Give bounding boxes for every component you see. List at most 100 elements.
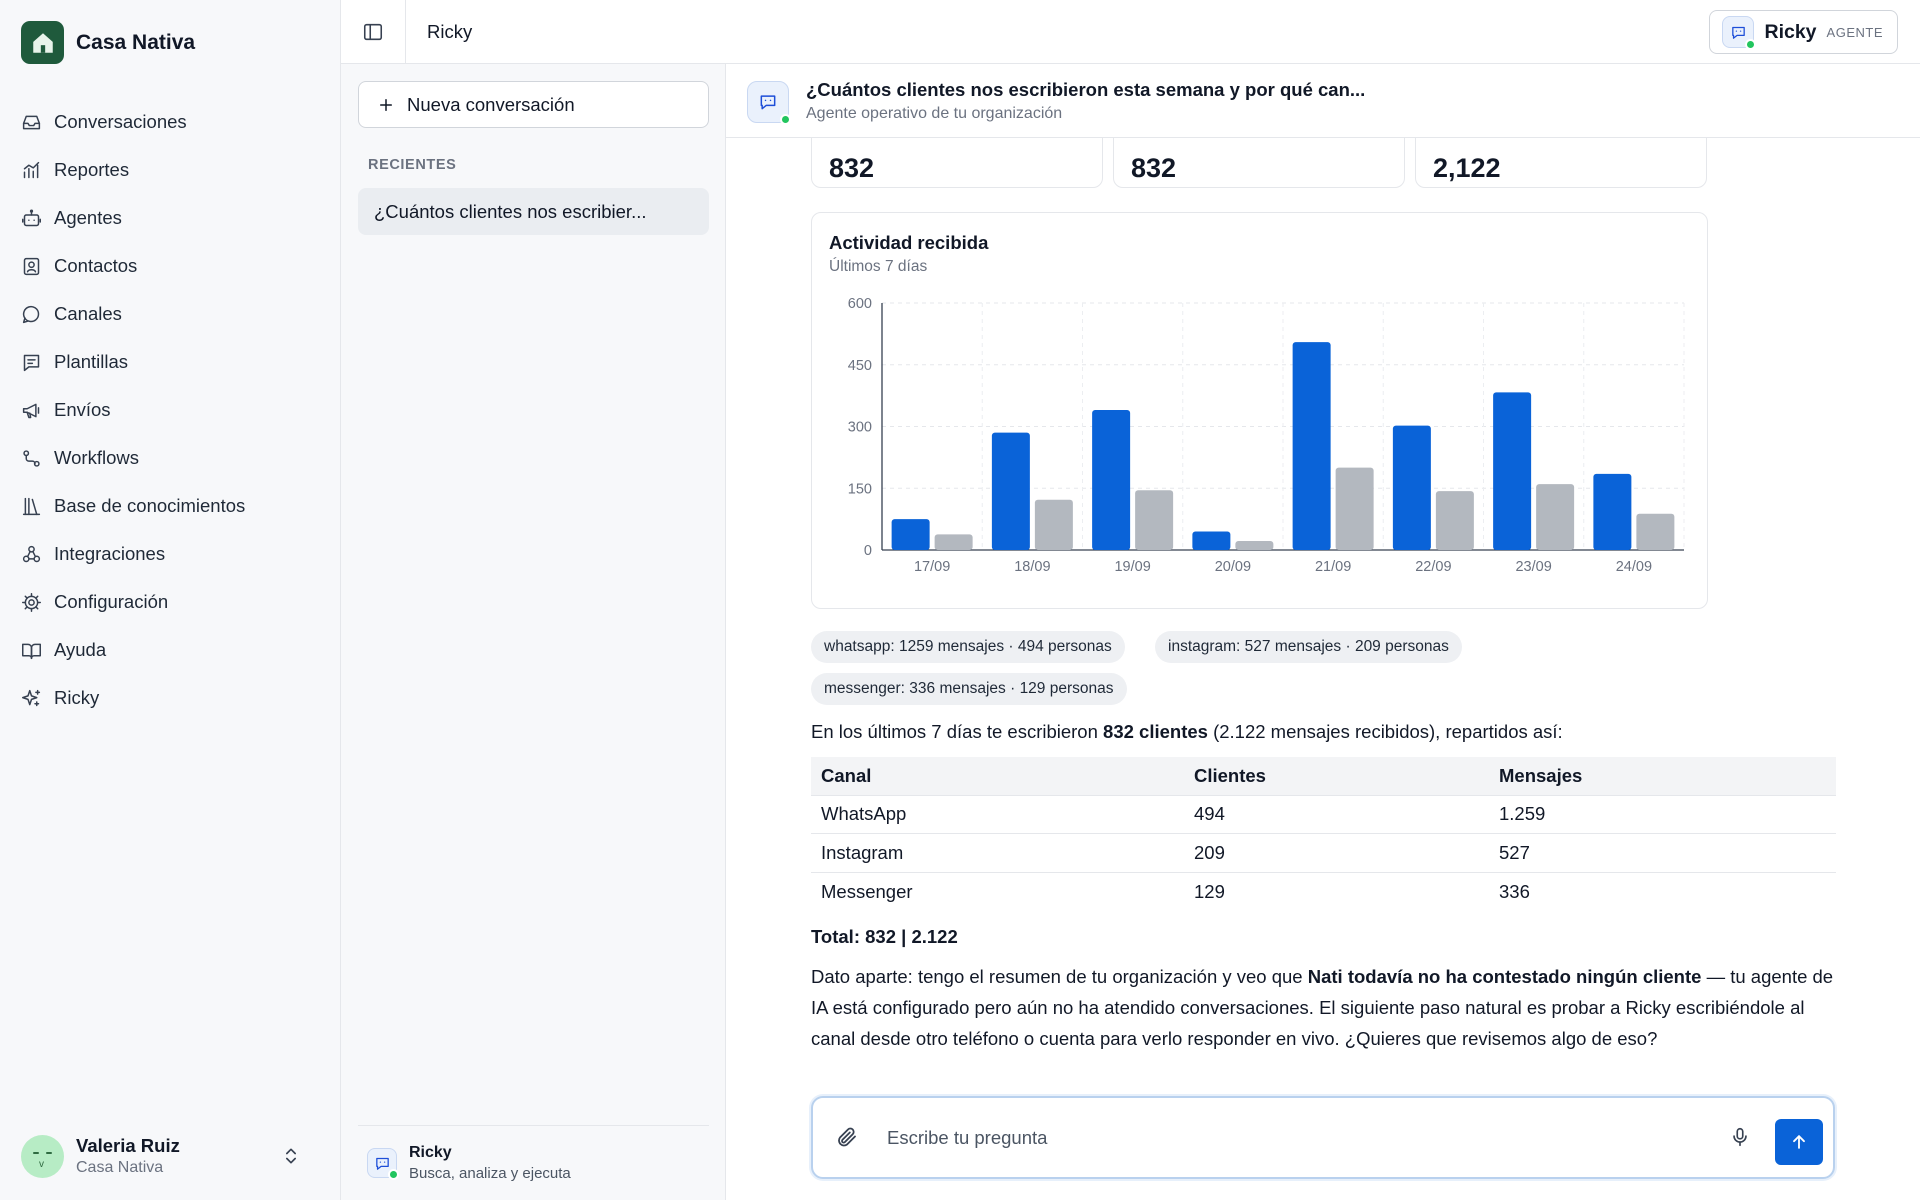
table-row: Messenger 129 336	[811, 872, 1836, 911]
paperclip-icon[interactable]	[835, 1125, 859, 1149]
conversation-item[interactable]: ¿Cuántos clientes nos escribier...	[358, 188, 709, 235]
table-cell: Messenger	[821, 880, 913, 902]
integrations-icon	[22, 545, 41, 562]
x-tick-label: 21/09	[1315, 559, 1351, 575]
avatar: v	[21, 1134, 64, 1178]
sidebar-item-base-de-conocimientos[interactable]: Base de conocimientos	[21, 482, 321, 530]
user-org: Casa Nativa	[76, 1159, 164, 1176]
send-button[interactable]	[1775, 1119, 1823, 1165]
stat-card: 832	[811, 138, 1103, 188]
conversation-title: ¿Cuántos clientes nos escribieron esta s…	[806, 79, 1366, 100]
chat-messages[interactable]: 832 832 2,122 Actividad recibida Últimos…	[726, 138, 1920, 1081]
x-tick-label: 17/09	[914, 559, 950, 575]
summary-text: En los últimos 7 días te escribieron 832…	[811, 721, 1563, 742]
main-sidebar: Casa Nativa Conversaciones Reportes Agen…	[0, 0, 341, 1200]
table-row: Instagram 209 527	[811, 833, 1836, 873]
sidebar-item-workflows[interactable]: Workflows	[21, 434, 321, 482]
bot-message-icon	[375, 1157, 389, 1170]
conversation-subtitle: Agente operativo de tu organización	[806, 105, 1063, 122]
question-input[interactable]	[887, 1120, 1707, 1156]
sidebar-item-agentes[interactable]: Agentes	[21, 194, 321, 242]
chart-subtitle: Últimos 7 días	[829, 258, 928, 275]
stat-value: 832	[1131, 153, 1177, 183]
sidebar-item-label: Reportes	[54, 159, 130, 180]
arrow-up-icon	[1793, 1135, 1805, 1149]
table-row: WhatsApp 494 1.259	[811, 795, 1836, 834]
sidebar-item-label: Configuración	[54, 591, 169, 612]
sidebar-item-integraciones[interactable]: Integraciones	[21, 530, 321, 578]
bar-20-09-series-2	[1235, 540, 1274, 550]
agent-badge[interactable]: Ricky AGENTE	[1709, 10, 1898, 54]
sidebar-item-label: Ricky	[54, 687, 100, 708]
table-cell: 336	[1499, 880, 1530, 902]
table-header-row: Canal Clientes Mensajes	[811, 757, 1836, 796]
brand[interactable]: Casa Nativa	[21, 21, 195, 64]
bot-message-icon	[1732, 26, 1745, 39]
sidebar-item-plantillas[interactable]: Plantillas	[21, 338, 321, 386]
stat-card: 832	[1113, 138, 1405, 188]
sidebar-item-label: Envíos	[54, 399, 111, 420]
megaphone-icon	[22, 403, 40, 418]
agent-avatar	[1722, 16, 1757, 50]
sidebar-item-conversaciones[interactable]: Conversaciones	[21, 98, 321, 146]
sidebar-item-contactos[interactable]: Contactos	[21, 242, 321, 290]
sidebar-item-label: Plantillas	[54, 351, 129, 372]
bar-19-09-series-2	[1135, 490, 1174, 550]
recent-heading: RECIENTES	[368, 157, 457, 173]
sidebar-item-ayuda[interactable]: Ayuda	[21, 626, 321, 674]
sidebar-item-label: Ayuda	[54, 639, 107, 660]
x-tick-label: 20/09	[1215, 559, 1251, 575]
template-icon	[23, 354, 40, 371]
stat-card: 2,122	[1415, 138, 1707, 188]
brand-name: Casa Nativa	[76, 30, 196, 54]
sidebar-item-label: Conversaciones	[54, 111, 187, 132]
channel-pill-whatsapp: whatsapp: 1259 mensajes · 494 personas	[811, 631, 1125, 663]
y-tick-label: 300	[848, 420, 872, 436]
sidebar-nav: Conversaciones Reportes Agentes Contacto…	[21, 98, 321, 722]
agent-footer-name: Ricky	[409, 1144, 452, 1161]
page-title: Ricky	[427, 21, 473, 42]
bar-23-09-series-2	[1536, 484, 1575, 550]
book-icon	[22, 643, 41, 659]
y-tick-label: 150	[848, 481, 872, 497]
toggle-sidebar-button[interactable]	[341, 0, 406, 63]
new-conversation-label: Nueva conversación	[407, 93, 575, 115]
microphone-icon[interactable]	[1729, 1126, 1751, 1148]
bar-21-09-series-1	[1292, 342, 1331, 550]
agent-footer-subtitle: Busca, analiza y ejecuta	[409, 1165, 571, 1182]
agent-name: Ricky	[1764, 20, 1817, 43]
conversations-panel: Nueva conversación RECIENTES ¿Cuántos cl…	[341, 64, 726, 1200]
note-text: Dato aparte: tengo el resumen de tu orga…	[811, 966, 1834, 1049]
agent-avatar	[747, 81, 791, 125]
sidebar-item-canales[interactable]: Canales	[21, 290, 321, 338]
sidebar-item-ricky[interactable]: Ricky	[21, 674, 321, 722]
user-menu[interactable]: v Valeria Ruiz Casa Nativa	[21, 1130, 321, 1182]
x-tick-label: 19/09	[1114, 559, 1150, 575]
table-cell: 527	[1489, 833, 1836, 873]
stat-value: 832	[829, 153, 875, 183]
x-tick-label: 18/09	[1014, 559, 1050, 575]
y-tick-label: 600	[848, 296, 872, 312]
chevrons-up-down-icon[interactable]	[281, 1146, 301, 1166]
agent-footer: Ricky Busca, analiza y ejecuta	[358, 1125, 709, 1200]
table-cell: 1.259	[1489, 795, 1836, 834]
house-logo-icon	[21, 21, 64, 64]
bar-20-09-series-1	[1192, 531, 1231, 550]
sidebar-item-label: Agentes	[54, 207, 122, 228]
bar-17-09-series-1	[891, 519, 930, 550]
sidebar-item-envios[interactable]: Envíos	[21, 386, 321, 434]
bar-chart: 0 150 300 450 600 17/09 18/09 19/09 20/09 21/09 22…	[848, 296, 1685, 575]
online-status-dot	[780, 114, 791, 125]
bar-24-09-series-2	[1636, 513, 1675, 550]
online-status-dot	[1745, 39, 1757, 50]
new-conversation-button[interactable]: Nueva conversación	[358, 81, 709, 128]
bar-17-09-series-2	[934, 534, 973, 550]
channel-pill-instagram: instagram: 527 mensajes · 209 personas	[1155, 631, 1462, 663]
sidebar-item-configuracion[interactable]: Configuración	[21, 578, 321, 626]
bar-19-09-series-1	[1092, 410, 1131, 550]
message-composer	[811, 1096, 1835, 1179]
sidebar-item-label: Base de conocimientos	[54, 495, 246, 516]
sidebar-item-label: Contactos	[54, 255, 138, 276]
sidebar-item-label: Workflows	[54, 447, 139, 468]
sidebar-item-reportes[interactable]: Reportes	[21, 146, 321, 194]
